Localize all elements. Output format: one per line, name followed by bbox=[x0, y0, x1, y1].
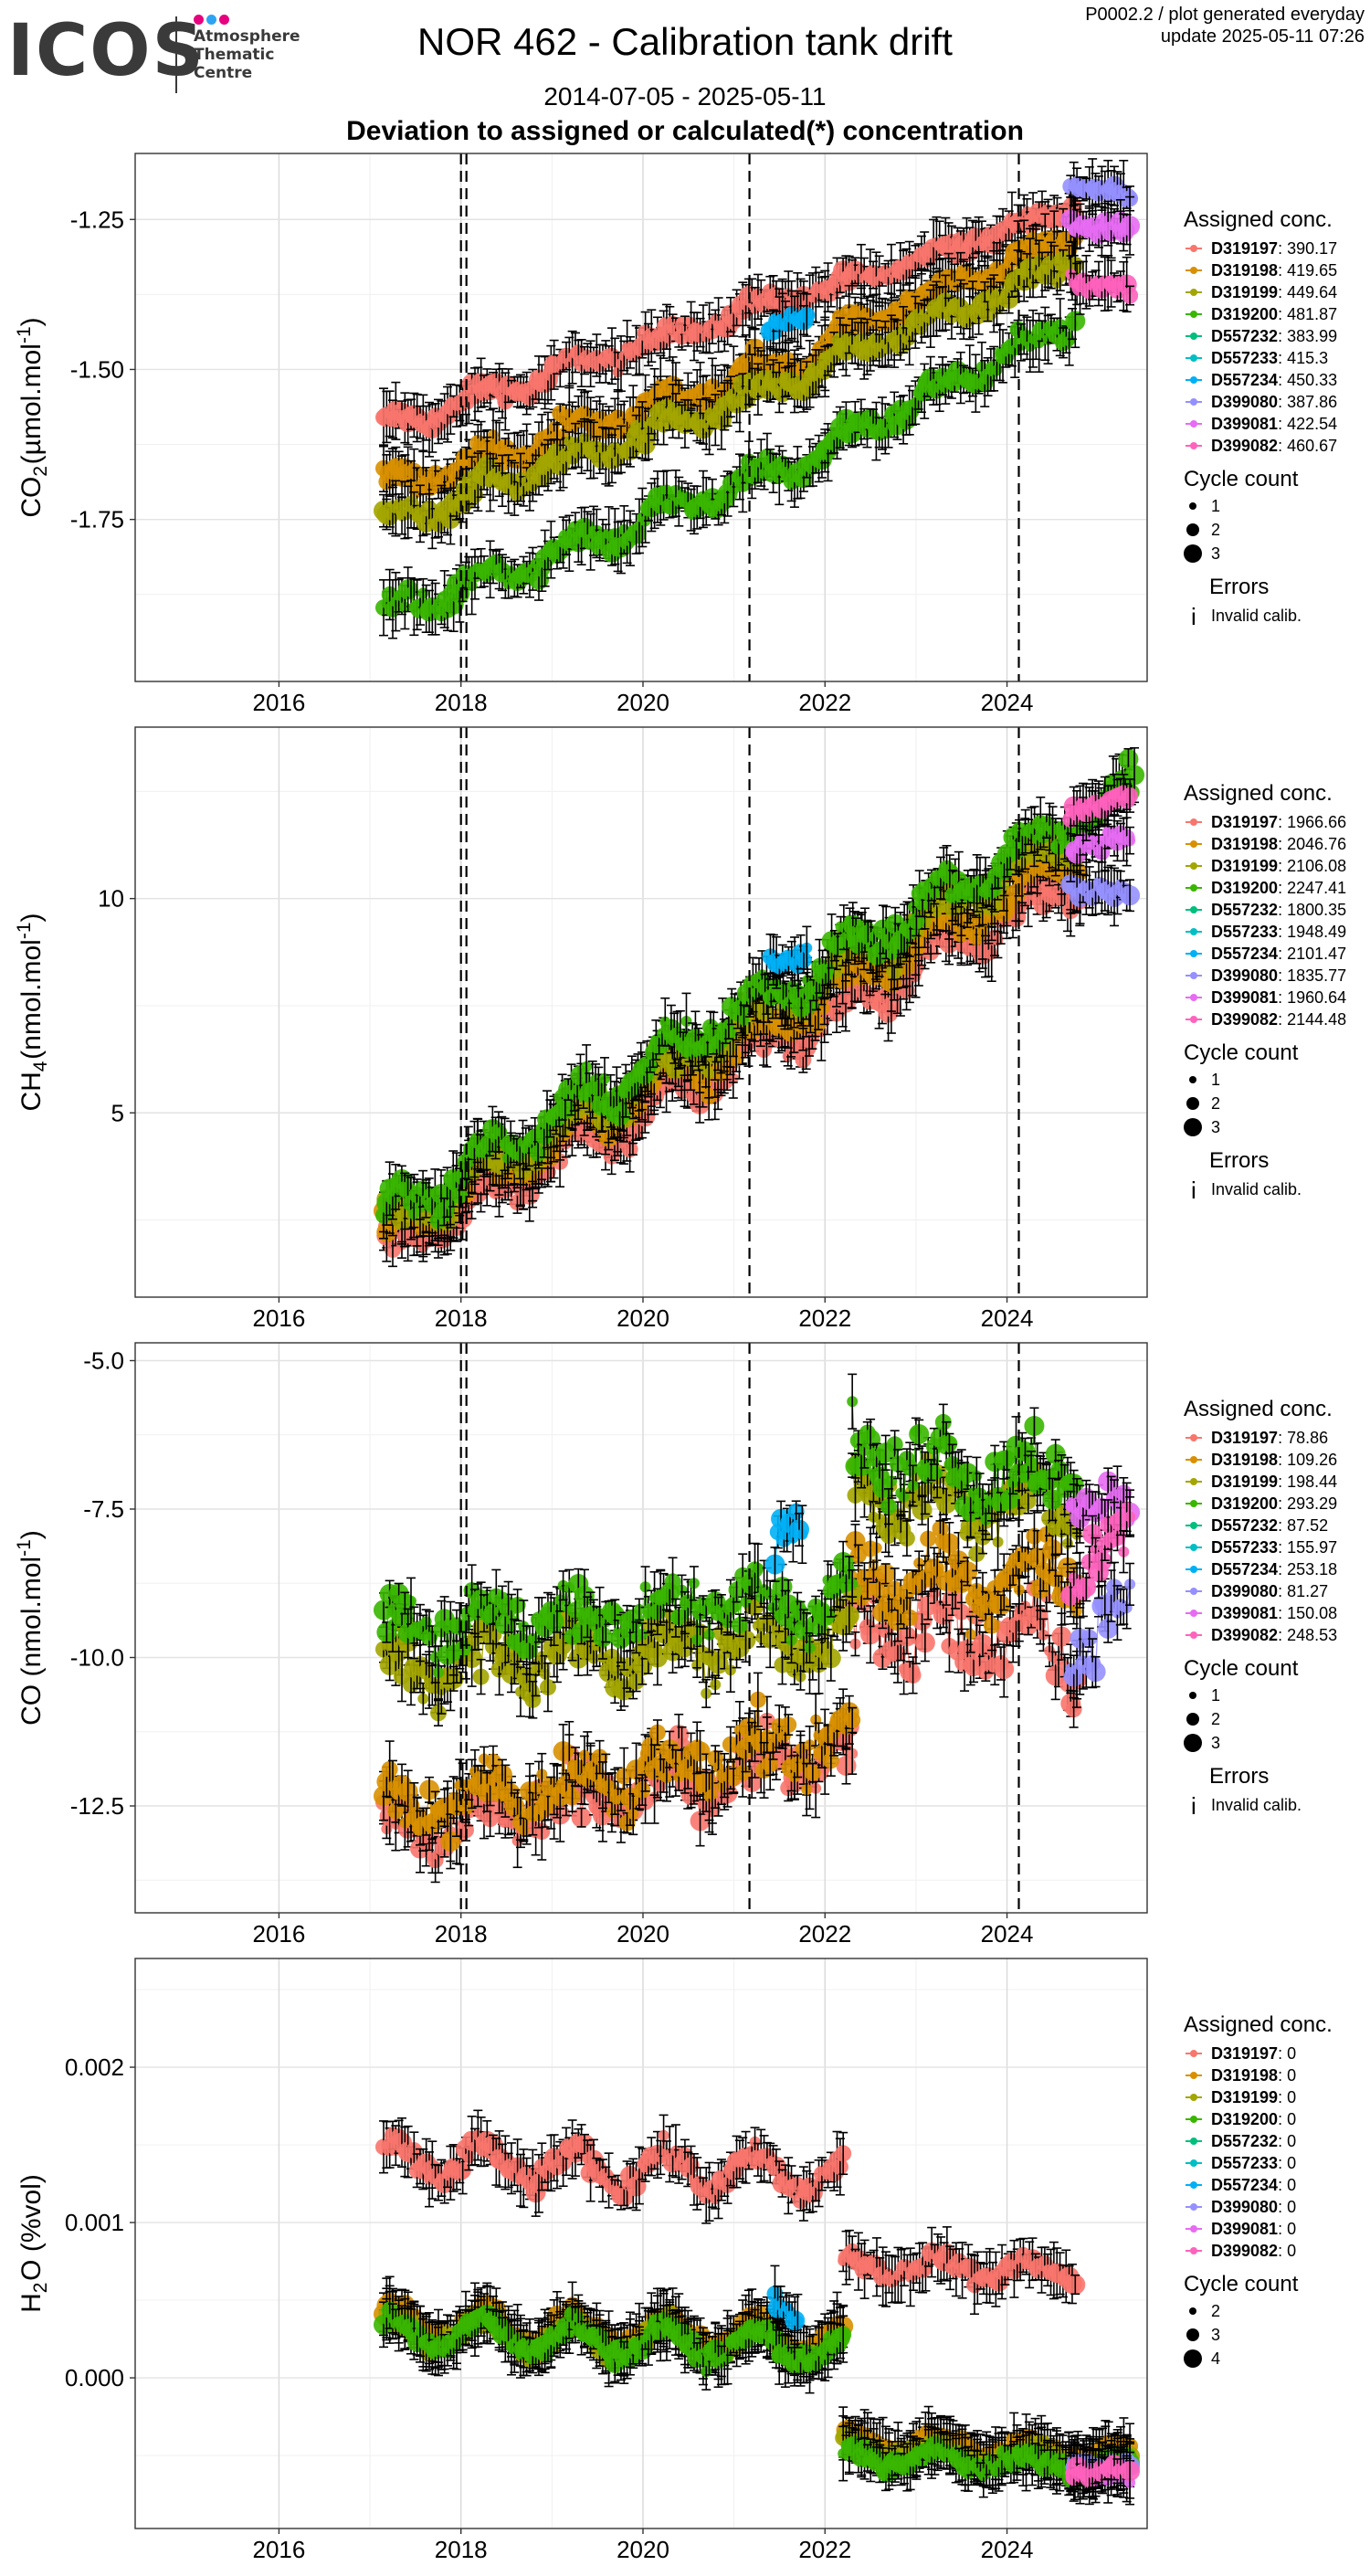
legend-value: : 383.99 bbox=[1278, 327, 1337, 345]
legend-value: : 450.33 bbox=[1278, 371, 1337, 389]
cycle-count-label: 2 bbox=[1211, 521, 1220, 539]
legend-title: Assigned conc. bbox=[1184, 207, 1333, 232]
cycle-count-key bbox=[1189, 502, 1196, 510]
legend-key-dot bbox=[1190, 289, 1197, 296]
legend-tank: D319197 bbox=[1211, 239, 1278, 258]
legend-entry: D557233: 415.3 bbox=[1211, 349, 1328, 367]
legend-entry: D319200: 481.87 bbox=[1211, 305, 1337, 323]
legend-entry: D319198: 419.65 bbox=[1211, 261, 1337, 280]
legend-tank: D399080 bbox=[1211, 393, 1278, 411]
y-tick-label: -1.50 bbox=[70, 355, 124, 383]
x-tick-label: 2018 bbox=[435, 689, 488, 716]
legend-tank: D399081 bbox=[1211, 415, 1278, 433]
cycle-count-key bbox=[1184, 544, 1202, 563]
legend-key-dot bbox=[1190, 398, 1197, 406]
legend-value: : 387.86 bbox=[1278, 393, 1337, 411]
legend-value: : 422.54 bbox=[1278, 415, 1337, 433]
legend-entry: D557234: 450.33 bbox=[1211, 371, 1337, 389]
legend-key-dot bbox=[1190, 354, 1197, 362]
y-tick-label: -1.75 bbox=[70, 506, 124, 533]
legend-entry: D399080: 387.86 bbox=[1211, 393, 1337, 411]
y-axis-label-part: -1 bbox=[14, 326, 35, 343]
legend-tank: D557233 bbox=[1211, 349, 1278, 367]
y-axis-label: CO2 (µmol.mol-1) bbox=[14, 317, 51, 517]
y-axis-label-part: 2 bbox=[30, 466, 51, 477]
cycle-count-label: 3 bbox=[1211, 544, 1220, 563]
y-tick-label: -1.25 bbox=[70, 206, 124, 233]
legend-tank: D319198 bbox=[1211, 261, 1278, 280]
x-tick-label: 2016 bbox=[253, 689, 306, 716]
x-tick-label: 2020 bbox=[616, 689, 669, 716]
legend-tank: D557232 bbox=[1211, 327, 1278, 345]
legend-entry: D399082: 460.67 bbox=[1211, 437, 1337, 455]
errors-label: Invalid calib. bbox=[1211, 607, 1302, 625]
legend-value: : 460.67 bbox=[1278, 437, 1337, 455]
legend-key-dot bbox=[1190, 376, 1197, 384]
y-axis-label-part: CO bbox=[16, 477, 47, 518]
x-tick-label: 2024 bbox=[981, 689, 1034, 716]
legend-key-dot bbox=[1190, 245, 1197, 252]
errors-title: Errors bbox=[1209, 575, 1269, 599]
cycle-count-title: Cycle count bbox=[1184, 467, 1299, 491]
plot-background bbox=[135, 727, 1147, 1297]
legend-entry: D319199: 449.64 bbox=[1211, 283, 1337, 301]
legend-tank: D319200 bbox=[1211, 305, 1278, 323]
legend-entry: D557232: 383.99 bbox=[1211, 327, 1337, 345]
legend-key-dot bbox=[1190, 333, 1197, 340]
legend-key-dot bbox=[1190, 267, 1197, 274]
legend-key-dot bbox=[1190, 442, 1197, 449]
cycle-count-label: 1 bbox=[1211, 497, 1220, 515]
cycle-count-key bbox=[1186, 523, 1199, 536]
y-axis-label-part: ) bbox=[16, 317, 47, 326]
x-tick-label: 2022 bbox=[798, 689, 851, 716]
legend-key-dot bbox=[1190, 420, 1197, 428]
legend-value: : 415.3 bbox=[1278, 349, 1328, 367]
y-axis-label-part: (µmol.mol bbox=[16, 343, 47, 464]
legend-tank: D319199 bbox=[1211, 283, 1278, 301]
legend-value: : 419.65 bbox=[1278, 261, 1337, 280]
legend-tank: D557234 bbox=[1211, 371, 1278, 389]
legend-tank: D399082 bbox=[1211, 437, 1278, 455]
invalid-calib-icon: i bbox=[1191, 603, 1196, 630]
legend-value: : 481.87 bbox=[1278, 305, 1337, 323]
legend-key-dot bbox=[1190, 311, 1197, 318]
legend-value: : 390.17 bbox=[1278, 239, 1337, 258]
legend-entry: D319197: 390.17 bbox=[1211, 239, 1337, 258]
legend-entry: D399081: 422.54 bbox=[1211, 415, 1337, 433]
legend-value: : 449.64 bbox=[1278, 283, 1337, 301]
